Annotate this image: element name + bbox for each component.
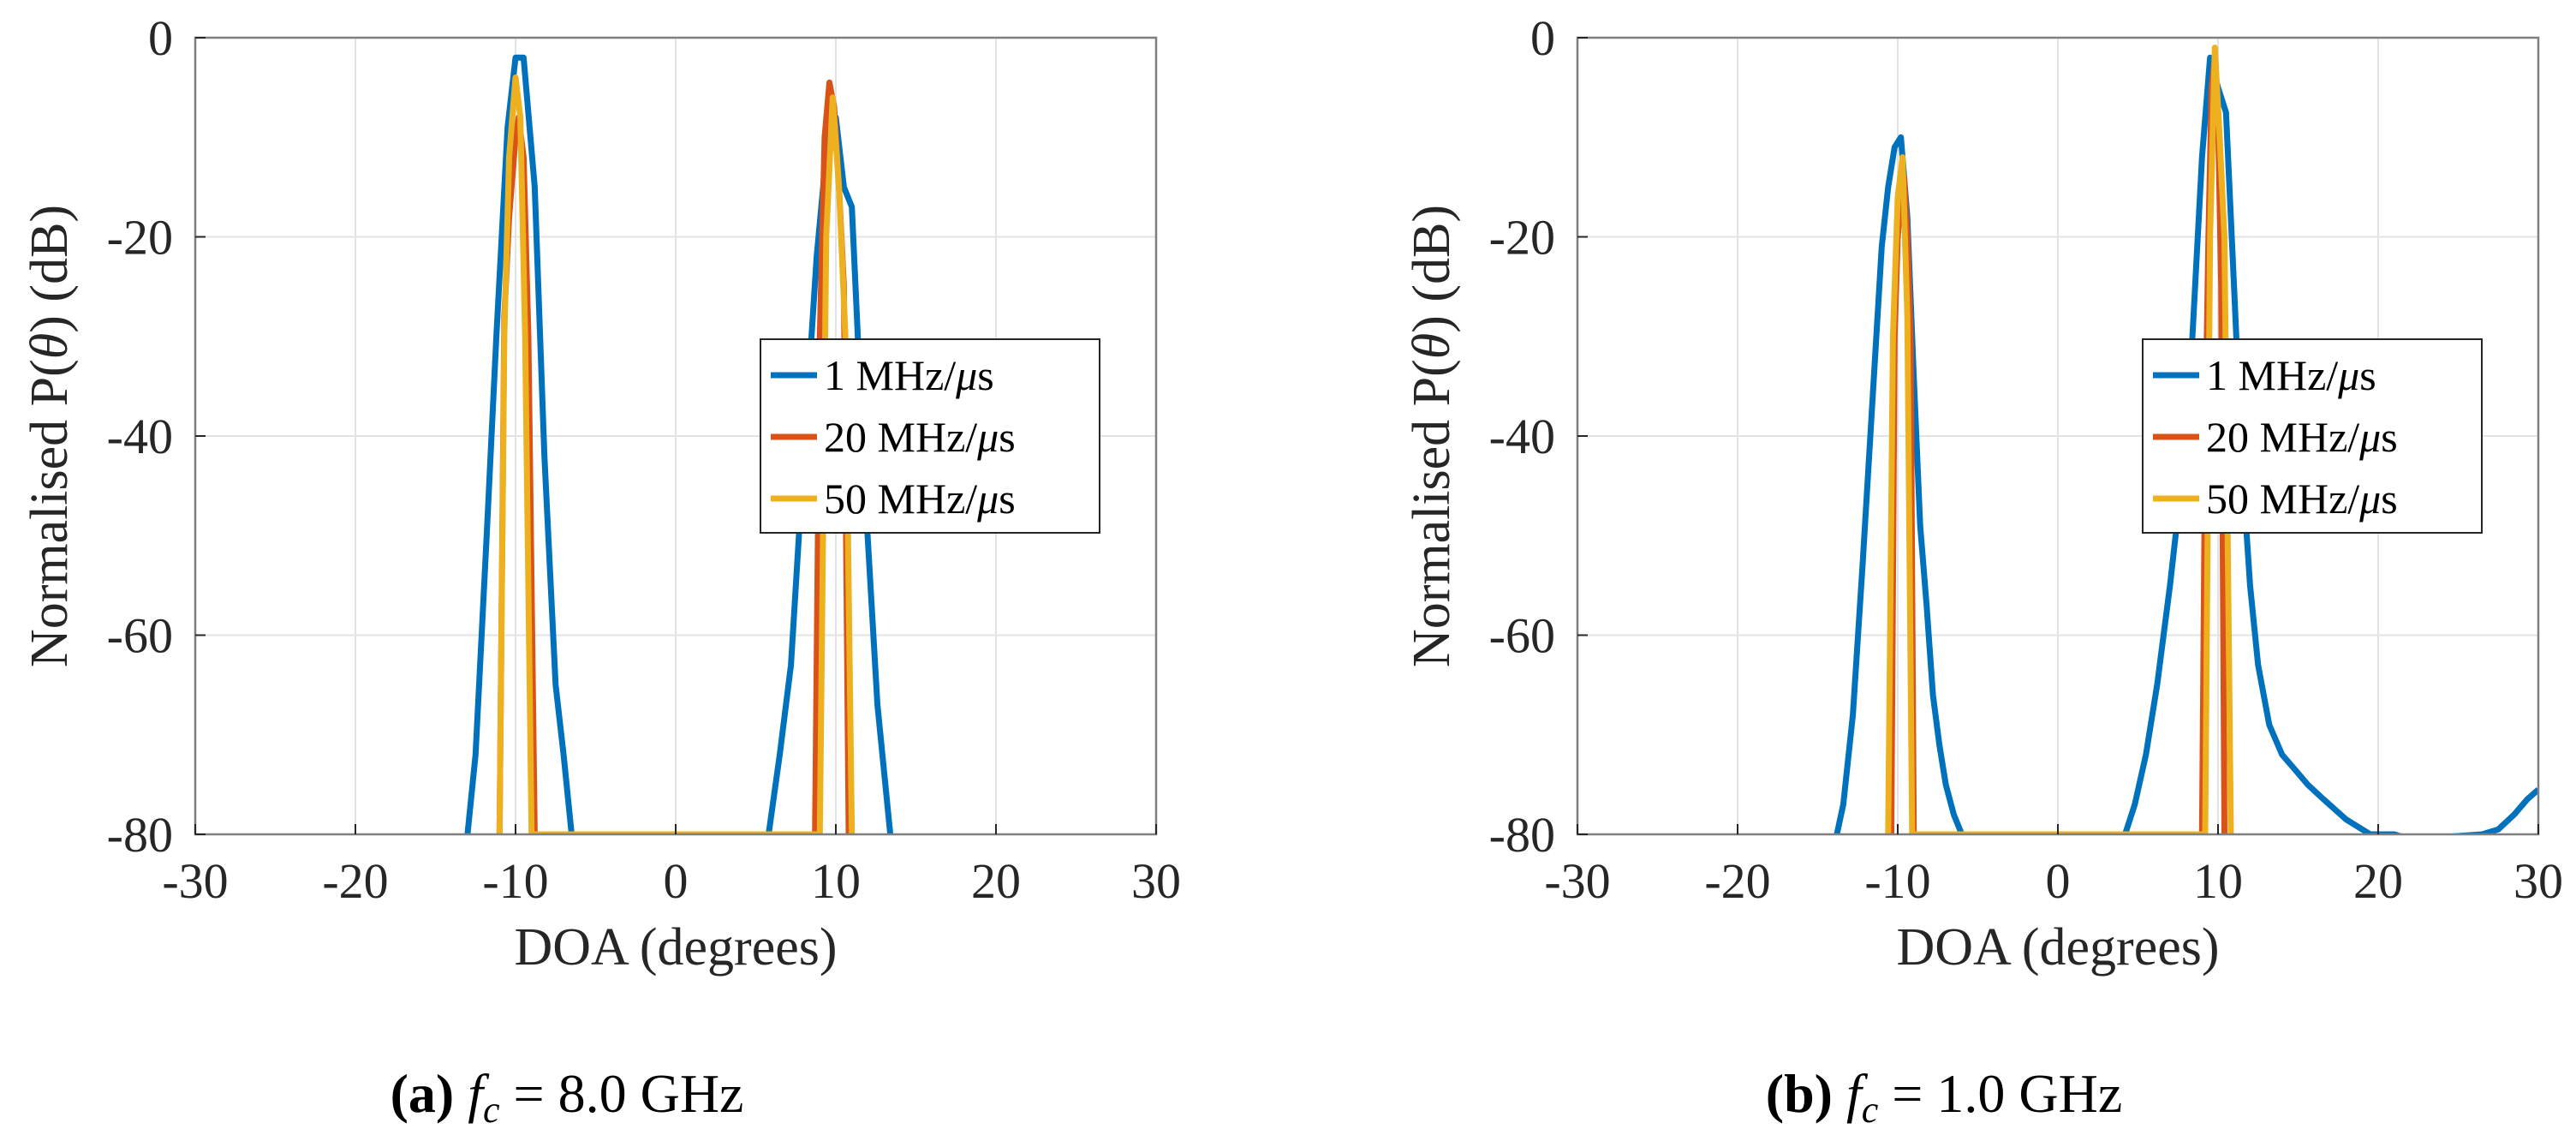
series-line-1	[464, 54, 894, 834]
x-tick-label: -20	[1704, 853, 1770, 909]
y-tick-label: -20	[1489, 210, 1555, 266]
x-tick-label: -10	[1864, 853, 1930, 909]
x-tick-label: 0	[2046, 853, 2071, 909]
legend-label-1: 1 MHz/μs	[2206, 351, 2376, 399]
y-tick-label: -60	[107, 608, 173, 664]
series-line-3	[496, 75, 856, 834]
x-axis-label: DOA (degrees)	[1896, 918, 2219, 977]
legend: 1 MHz/μs 20 MHz/μs 50 MHz/μs	[2142, 338, 2483, 534]
legend-label-3: 50 MHz/μs	[2206, 475, 2398, 523]
x-axis-label: DOA (degrees)	[514, 918, 837, 977]
legend-label-2: 20 MHz/μs	[824, 413, 1016, 461]
x-tick-label: 30	[1131, 853, 1181, 909]
y-tick-label: -40	[107, 409, 173, 464]
x-tick-label: 10	[811, 853, 861, 909]
legend: 1 MHz/μs 20 MHz/μs 50 MHz/μs	[760, 338, 1100, 534]
y-tick-label: -20	[107, 210, 173, 266]
x-tick-label: 20	[2353, 853, 2403, 909]
panel-caption: (b) fc = 1.0 GHz	[1766, 1063, 2122, 1131]
x-tick-label: -10	[482, 853, 548, 909]
chart-panel-b: -30 -20 -10 0 10 20 30 0 -20 -40 -60 -80 DOA (degree…	[1403, 10, 2563, 1131]
x-tick-label: -20	[322, 853, 388, 909]
y-axis-label: Normalised P(θ) (dB)	[1403, 205, 1461, 667]
y-tick-label: -60	[1489, 608, 1555, 664]
x-tick-label: 30	[2513, 853, 2563, 909]
x-tick-label: -30	[1544, 853, 1610, 909]
y-tick-label: -80	[107, 807, 173, 863]
x-tick-label: -30	[162, 853, 228, 909]
panel-caption: (a) fc = 8.0 GHz	[391, 1063, 744, 1131]
y-tick-label: 0	[148, 10, 173, 66]
series-line-3	[1885, 45, 2234, 834]
legend-label-3: 50 MHz/μs	[824, 475, 1016, 523]
series-line-1	[1834, 54, 2538, 834]
x-tick-label: 10	[2193, 853, 2243, 909]
chart-panel-a: -30 -20 -10 0 10 20 30 0 -20 -40 -60 -80 DOA (degree…	[21, 10, 1181, 1131]
legend-label-2: 20 MHz/μs	[2206, 413, 2398, 461]
y-axis-label: Normalised P(θ) (dB)	[21, 205, 79, 667]
legend-label-1: 1 MHz/μs	[824, 351, 994, 399]
y-tick-label: -80	[1489, 807, 1555, 863]
x-tick-label: 0	[664, 853, 689, 909]
y-tick-label: -40	[1489, 409, 1555, 464]
x-tick-label: 20	[971, 853, 1021, 909]
y-tick-label: 0	[1530, 10, 1555, 66]
